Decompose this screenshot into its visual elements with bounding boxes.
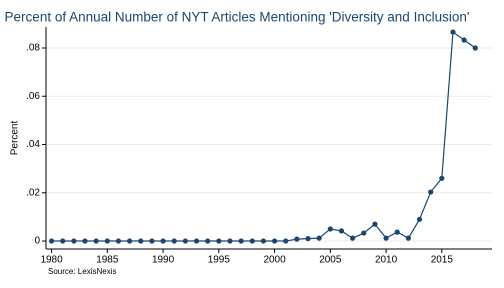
point xyxy=(283,238,289,244)
x-tick-label: 1980 xyxy=(40,255,63,266)
point xyxy=(260,238,267,244)
point xyxy=(149,238,155,244)
point xyxy=(104,238,110,244)
y-axis-label: Percent xyxy=(10,121,21,156)
point xyxy=(405,235,411,241)
y-tick-label: 0 xyxy=(34,236,40,247)
point xyxy=(439,175,445,181)
point xyxy=(383,235,389,241)
x-tick-label: 2000 xyxy=(263,255,286,266)
point xyxy=(82,238,88,244)
x-tick-label: 2005 xyxy=(319,255,342,266)
point xyxy=(249,238,255,244)
point xyxy=(216,238,222,244)
point xyxy=(361,230,367,236)
point xyxy=(171,238,177,244)
point xyxy=(238,238,244,244)
point xyxy=(205,238,211,244)
point xyxy=(294,236,300,242)
point xyxy=(93,238,99,244)
point xyxy=(193,238,200,244)
x-tick-label: 2015 xyxy=(431,255,454,266)
point xyxy=(350,235,356,241)
y-tick-label: .02 xyxy=(26,187,40,198)
point xyxy=(138,238,144,244)
point xyxy=(115,238,122,244)
y-tick-label: .04 xyxy=(26,139,40,150)
chart-title: Percent of Annual Number of NYT Articles… xyxy=(5,10,470,25)
point xyxy=(127,238,133,244)
point xyxy=(60,238,66,244)
point xyxy=(338,228,345,234)
x-tick-label: 1990 xyxy=(152,255,175,266)
x-tick-label: 1985 xyxy=(96,255,119,266)
x-tick-label: 1995 xyxy=(208,255,231,266)
y-tick-label: .08 xyxy=(26,43,40,54)
point xyxy=(316,235,322,241)
point xyxy=(182,238,188,244)
y-tick-label: .06 xyxy=(26,91,40,102)
source-note: Source: LexisNexis xyxy=(48,267,116,276)
point xyxy=(227,238,233,244)
point xyxy=(372,221,378,227)
x-tick-label: 2010 xyxy=(375,255,398,266)
point xyxy=(71,238,77,244)
point xyxy=(160,238,166,244)
point xyxy=(416,216,423,222)
point xyxy=(450,29,456,35)
point xyxy=(48,238,55,244)
point xyxy=(428,189,434,195)
point xyxy=(472,45,478,51)
point xyxy=(394,229,400,235)
point xyxy=(327,226,333,232)
point xyxy=(271,238,278,244)
point xyxy=(305,236,311,242)
point xyxy=(461,37,467,43)
